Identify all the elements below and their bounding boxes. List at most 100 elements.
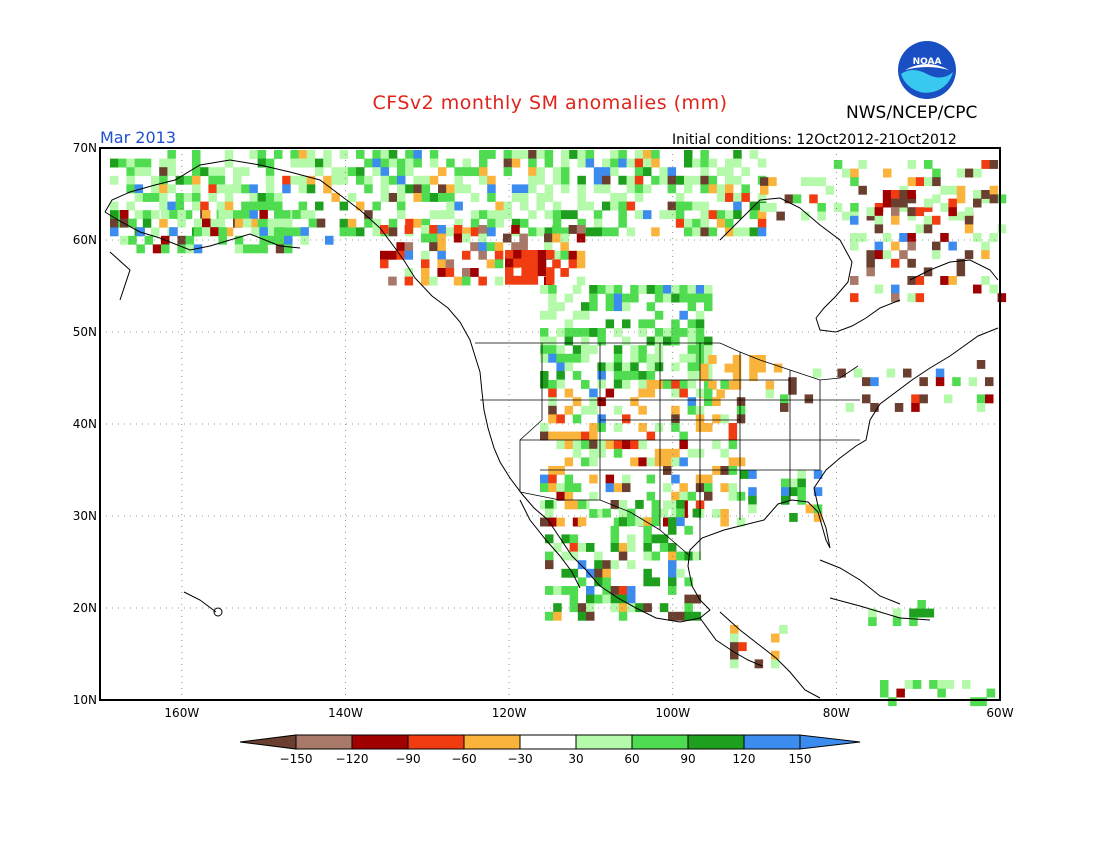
anomaly-cell — [561, 150, 570, 159]
anomaly-cell — [552, 167, 562, 177]
anomaly-cell — [259, 227, 268, 237]
anomaly-cell — [216, 218, 226, 228]
anomaly-cell — [850, 233, 859, 242]
anomaly-cell — [757, 158, 767, 168]
anomaly-cell — [540, 483, 549, 493]
anomaly-cell — [397, 158, 406, 168]
anomaly-cell — [728, 423, 738, 432]
anomaly-cell — [668, 611, 677, 621]
anomaly-cell — [540, 328, 549, 337]
anomaly-cell — [479, 158, 488, 168]
anomaly-cell — [618, 586, 628, 595]
anomaly-cell — [413, 184, 422, 194]
anomaly-cell — [825, 185, 835, 195]
anomaly-cell — [687, 285, 697, 294]
anomaly-cell — [561, 184, 570, 194]
anomaly-cell — [572, 345, 582, 355]
anomaly-cell — [915, 276, 925, 285]
anomaly-cell — [708, 175, 718, 185]
anomaly-cell — [720, 414, 729, 424]
lat-label: 30N — [73, 509, 97, 523]
anomaly-cell — [564, 491, 574, 501]
anomaly-cell — [216, 167, 226, 177]
anomaly-cell — [654, 448, 664, 458]
anomaly-cell — [654, 362, 664, 372]
anomaly-cell — [630, 285, 639, 294]
anomaly-cell — [618, 551, 628, 561]
anomaly-cell — [421, 276, 430, 286]
anomaly-cell — [380, 150, 390, 159]
anomaly-cell — [429, 276, 438, 286]
anomaly-cell — [564, 474, 574, 484]
anomaly-cell — [576, 259, 586, 269]
anomaly-cell — [597, 440, 606, 450]
anomaly-cell — [544, 193, 554, 202]
anomaly-cell — [511, 158, 521, 168]
colorbar-segment — [295, 734, 353, 750]
anomaly-cell — [462, 233, 471, 243]
anomaly-cell — [323, 175, 332, 185]
anomaly-cell — [462, 184, 472, 194]
anomaly-cell — [728, 440, 738, 450]
anomaly-cell — [556, 302, 565, 312]
anomaly-cell — [643, 517, 652, 527]
anomaly-cell — [151, 227, 160, 237]
anomaly-cell — [581, 310, 590, 320]
anomaly-cell — [692, 158, 701, 168]
anomaly-cell — [676, 500, 685, 509]
anomaly-cell — [651, 500, 661, 509]
anomaly-cell — [437, 233, 446, 243]
anomaly-cell — [495, 210, 504, 220]
anomaly-cell — [167, 158, 176, 168]
anomaly-cell — [192, 158, 201, 168]
anomaly-cell — [202, 218, 211, 228]
anomaly-cell — [161, 244, 170, 254]
anomaly-cell — [577, 175, 586, 185]
colorbar-segment — [743, 734, 801, 750]
anomaly-cell — [891, 258, 900, 268]
anomaly-cell — [924, 160, 933, 169]
anomaly-cell — [540, 500, 549, 510]
anomaly-cell — [804, 394, 814, 404]
anomaly-cell — [940, 233, 949, 242]
anomaly-cell — [110, 201, 119, 211]
anomaly-cell — [932, 177, 941, 187]
anomaly-cell — [627, 543, 636, 552]
anomaly-cell — [536, 227, 545, 237]
anomaly-cell — [536, 175, 545, 185]
anomaly-cell — [282, 184, 291, 194]
anomaly-cell — [684, 611, 693, 621]
anomaly-cell — [110, 227, 119, 237]
anomaly-cell — [813, 487, 823, 497]
anomaly-cell — [560, 233, 569, 243]
anomaly-cell — [646, 336, 656, 346]
anomaly-cell — [659, 175, 668, 185]
anomaly-cell — [597, 509, 606, 518]
anomaly-cell — [651, 551, 661, 561]
anomaly-cell — [372, 167, 381, 177]
anomaly-cells — [110, 150, 1007, 707]
anomaly-cell — [284, 244, 293, 254]
anomaly-cell — [569, 594, 579, 604]
anomaly-cell — [169, 210, 178, 219]
anomaly-cell — [572, 431, 582, 441]
anomaly-cell — [589, 388, 598, 398]
anomaly-cell — [613, 371, 623, 380]
anomaly-cell — [249, 210, 258, 220]
anomaly-cell — [874, 241, 884, 251]
anomaly-cell — [339, 227, 349, 237]
anomaly-cell — [964, 250, 974, 260]
anomaly-cell — [813, 504, 823, 514]
anomaly-cell — [638, 328, 647, 337]
anomaly-cell — [572, 397, 582, 407]
anomaly-cell — [589, 423, 598, 432]
anomaly-cell — [638, 345, 647, 355]
anomaly-cell — [520, 218, 529, 228]
anomaly-cell — [446, 193, 455, 202]
anomaly-cell — [564, 500, 574, 510]
anomaly-cell — [388, 218, 398, 228]
lat-label: 60N — [73, 233, 97, 247]
anomaly-cell — [708, 380, 717, 390]
anomaly-cell — [284, 235, 293, 245]
anomaly-cell — [757, 218, 767, 228]
